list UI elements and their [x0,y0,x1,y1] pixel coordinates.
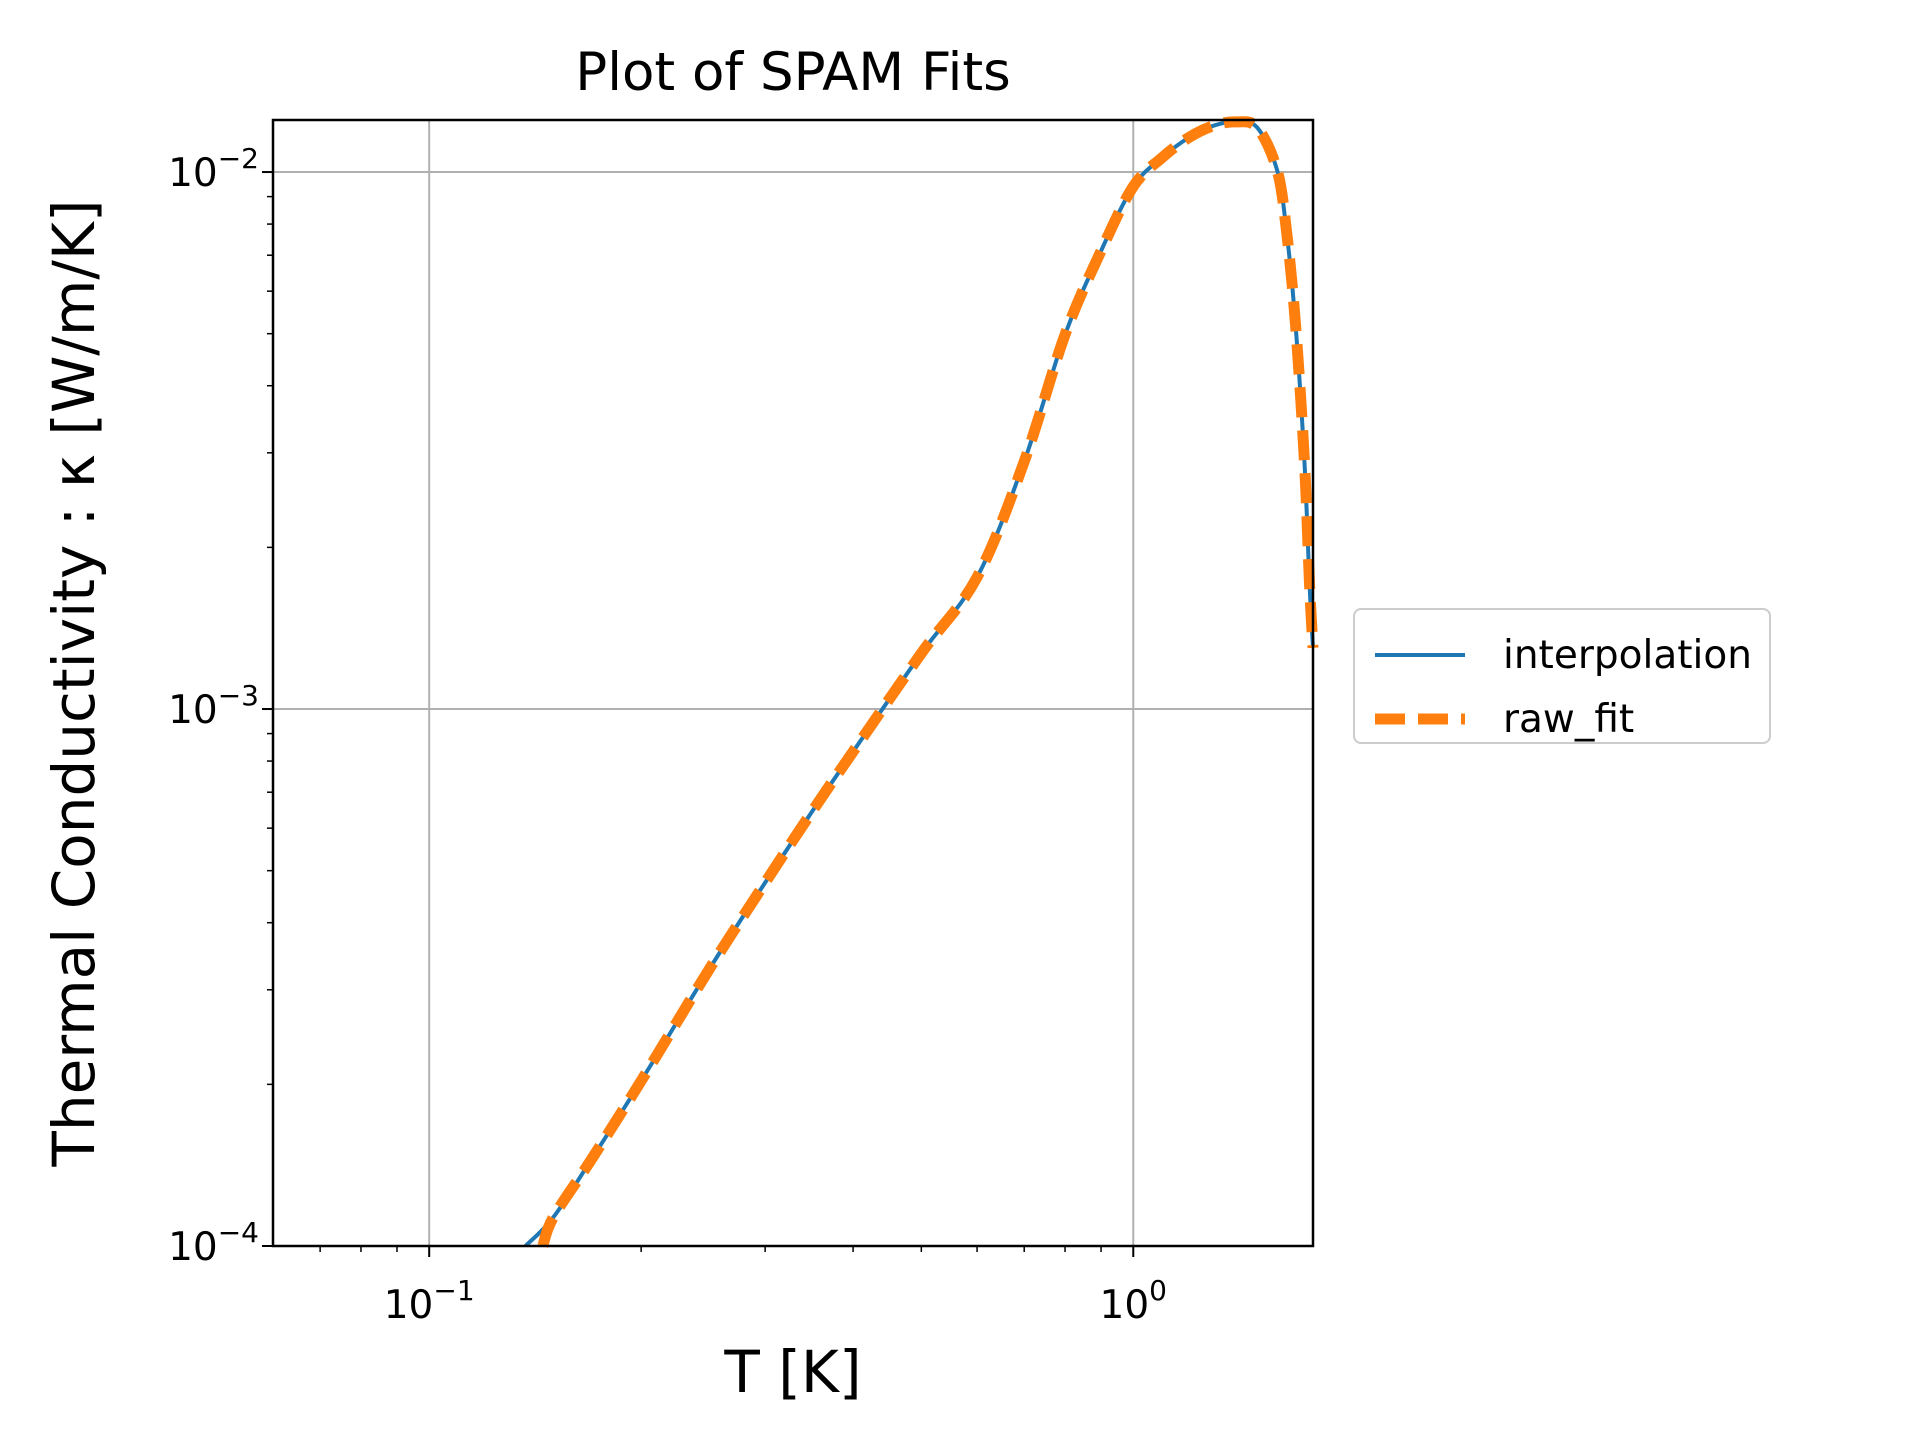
legend-label-raw-fit: raw_fit [1503,696,1635,742]
y-axis-label: Thermal Conductivity : κ [W/m/K] [40,199,108,1167]
legend-swatch-raw-fit [1375,709,1465,729]
legend-label-interpolation: interpolation [1503,632,1752,678]
x-axis-label: T [K] [723,1338,861,1406]
y-tick-label: 10−4 [168,1216,259,1270]
x-tick-labels: 10−1 100 [384,1274,1167,1328]
series-line-raw-fit [537,116,1319,1248]
legend-swatch-interpolation [1375,645,1465,665]
y-tick-label: 10−2 [168,142,259,196]
y-tick-labels: 10−2 10−3 10−4 [168,142,259,1270]
axis-ticks [262,171,1135,1257]
series-lines [524,116,1319,1248]
chart-title: Plot of SPAM Fits [575,42,1010,103]
legend: interpolation raw_fit [1353,608,1771,744]
legend-item-interpolation: interpolation [1375,632,1752,678]
x-tick-label: 100 [1100,1274,1167,1328]
grid-lines [273,120,1313,1247]
x-tick-label: 10−1 [384,1274,475,1328]
plot-frame [271,118,1315,1248]
y-tick-label: 10−3 [168,679,259,733]
legend-item-raw-fit: raw_fit [1375,696,1635,742]
